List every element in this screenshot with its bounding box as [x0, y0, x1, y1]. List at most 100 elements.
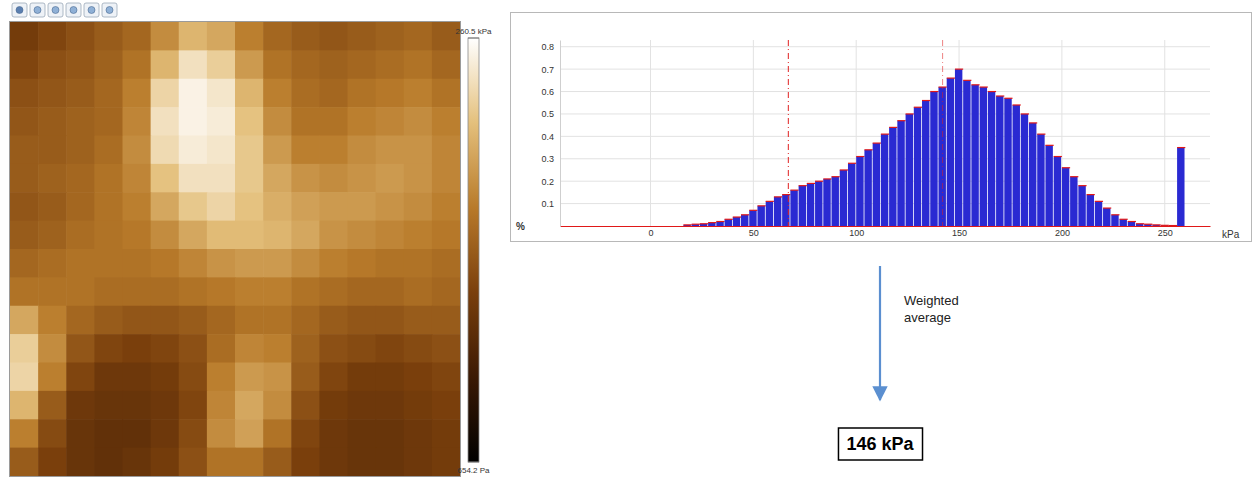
heatmap-cell	[151, 107, 180, 136]
bar-top	[938, 86, 946, 87]
heatmap-cell	[348, 50, 377, 79]
bar-top	[823, 178, 831, 179]
heatmap-cell	[38, 363, 67, 392]
heatmap-cell	[123, 50, 152, 79]
heatmap-cell	[291, 306, 320, 335]
heatmap-cell	[376, 334, 405, 363]
bar	[741, 215, 748, 226]
bar	[766, 201, 773, 226]
y-tick-label: 0.7	[541, 65, 554, 75]
x-tick: 0	[648, 226, 653, 238]
heatmap-cell	[123, 192, 152, 221]
heatmap-cell	[66, 22, 95, 51]
bar	[1054, 157, 1061, 226]
colorbar-tick	[468, 38, 479, 39]
heatmap-cell	[291, 192, 320, 221]
heatmap-cell	[151, 249, 180, 278]
bar-group	[988, 92, 996, 226]
heatmap-cell	[319, 107, 348, 136]
heatmap-cell	[207, 306, 236, 335]
grid-line-y	[560, 91, 1210, 92]
bar-group	[971, 85, 979, 226]
heatmap-cell	[319, 22, 348, 51]
bar-group	[1021, 114, 1029, 226]
x-tick: 200	[1055, 226, 1070, 238]
bar-top	[955, 69, 963, 70]
heatmap-cell	[66, 249, 95, 278]
bar-group	[1136, 224, 1144, 226]
bar	[749, 210, 756, 226]
y-tick: 0.8	[541, 42, 560, 52]
bar-top	[782, 194, 790, 195]
bar-group	[1103, 208, 1111, 226]
heatmap-cell	[319, 164, 348, 193]
bar-group	[1087, 195, 1095, 226]
heatmap-cell	[376, 192, 405, 221]
heatmap-cell	[404, 363, 433, 392]
heatmap-cell	[66, 306, 95, 335]
bar-group	[881, 134, 889, 226]
heatmap-cell	[94, 448, 123, 476]
bar	[1169, 225, 1176, 226]
heatmap-cell	[432, 334, 460, 363]
heatmap-cell	[291, 334, 320, 363]
heatmap-cell	[151, 306, 180, 335]
bar-group	[700, 224, 708, 226]
heatmap-cell	[235, 221, 264, 250]
heatmap-cell	[10, 419, 39, 448]
heatmap-cell	[263, 306, 292, 335]
heatmap-cell	[235, 164, 264, 193]
heatmap	[10, 22, 460, 476]
arrow-label: Weightedaverage	[904, 293, 959, 325]
bar	[1037, 134, 1044, 226]
bar	[716, 222, 723, 226]
bar	[832, 177, 839, 226]
bar-top	[1169, 225, 1177, 226]
heatmap-cell	[10, 277, 39, 306]
bar-top	[1029, 122, 1037, 123]
bar-group	[790, 190, 798, 226]
bar-group	[906, 114, 914, 226]
bar-top	[897, 120, 905, 121]
heatmap-cell	[10, 107, 39, 136]
heatmap-cell	[179, 277, 208, 306]
heatmap-cell	[94, 249, 123, 278]
heatmap-cell	[319, 391, 348, 420]
heatmap-cell	[404, 419, 433, 448]
heatmap-cell	[404, 391, 433, 420]
icon-frame	[30, 3, 45, 17]
x-tick-label: 150	[952, 228, 967, 238]
bar	[988, 92, 995, 226]
heatmap-cell	[207, 192, 236, 221]
heatmap-cell	[291, 107, 320, 136]
bar	[1013, 105, 1020, 226]
bar-top	[1177, 147, 1185, 148]
bar-group	[1070, 177, 1078, 226]
heatmap-cell	[404, 334, 433, 363]
bar-group	[683, 225, 691, 226]
heatmap-cell	[10, 391, 39, 420]
heatmap-cell	[263, 448, 292, 476]
heatmap-cell	[151, 221, 180, 250]
bar-group	[930, 92, 938, 226]
heatmap-cell	[263, 221, 292, 250]
y-tick-label: 0.3	[541, 154, 554, 164]
heatmap-cell	[10, 164, 39, 193]
x-tick-label: 50	[749, 228, 759, 238]
bar-group	[1062, 168, 1070, 226]
heatmap-cell	[38, 419, 67, 448]
heatmap-cell	[179, 391, 208, 420]
bar-top	[1078, 185, 1086, 186]
bar	[840, 170, 847, 226]
heatmap-cell	[94, 107, 123, 136]
bar	[1128, 222, 1135, 226]
heatmap-cell	[123, 249, 152, 278]
bar-top	[708, 222, 716, 223]
bar-group	[1128, 222, 1136, 226]
heatmap-cell	[291, 277, 320, 306]
heatmap-cell	[66, 79, 95, 108]
bar-group	[832, 177, 840, 226]
result-box	[838, 428, 922, 460]
bar	[1161, 225, 1168, 226]
heatmap-cell	[38, 192, 67, 221]
